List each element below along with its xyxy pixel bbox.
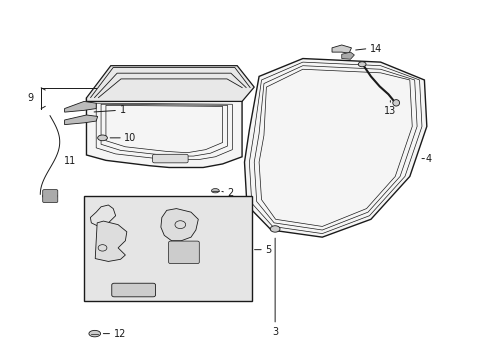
Text: 14: 14: [369, 44, 382, 54]
Text: 5: 5: [265, 245, 271, 255]
Ellipse shape: [270, 226, 280, 232]
Ellipse shape: [42, 193, 57, 200]
Polygon shape: [64, 115, 98, 125]
FancyBboxPatch shape: [112, 283, 155, 297]
Polygon shape: [86, 98, 242, 167]
Ellipse shape: [392, 100, 399, 106]
Text: 2: 2: [227, 188, 233, 198]
FancyBboxPatch shape: [152, 154, 188, 163]
Polygon shape: [331, 45, 351, 53]
Text: 3: 3: [271, 327, 278, 337]
Polygon shape: [86, 66, 254, 102]
Ellipse shape: [211, 189, 219, 193]
Bar: [84, 196, 251, 301]
Text: 7: 7: [180, 270, 186, 280]
FancyBboxPatch shape: [42, 190, 58, 203]
Text: 8: 8: [168, 285, 174, 295]
Polygon shape: [95, 221, 126, 261]
Text: 13: 13: [384, 106, 396, 116]
Text: 10: 10: [124, 133, 136, 143]
Text: 1: 1: [119, 105, 125, 115]
Text: 11: 11: [63, 156, 76, 166]
Polygon shape: [161, 208, 198, 241]
Ellipse shape: [89, 330, 101, 337]
Polygon shape: [244, 59, 426, 237]
Text: 12: 12: [114, 329, 126, 339]
Text: 9: 9: [27, 93, 34, 103]
Text: 6: 6: [98, 269, 104, 279]
Polygon shape: [341, 52, 354, 59]
Ellipse shape: [358, 62, 366, 67]
Ellipse shape: [98, 135, 107, 141]
Polygon shape: [64, 102, 96, 112]
Text: 4: 4: [425, 154, 431, 163]
FancyBboxPatch shape: [168, 241, 199, 264]
